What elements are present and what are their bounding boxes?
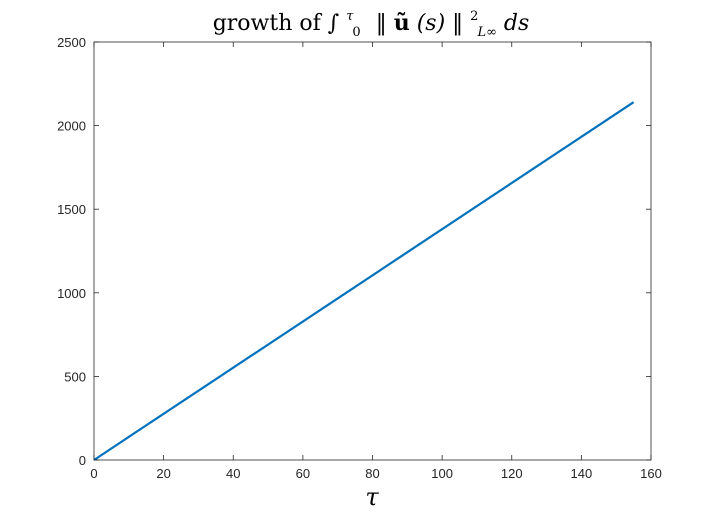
x-tick-label: 80: [365, 466, 379, 481]
title-vector: ũ: [394, 10, 410, 36]
y-tick-label: 1000: [57, 286, 86, 301]
series-layer: [93, 101, 635, 461]
title-integral: ∫: [328, 11, 340, 36]
x-tick-label: 60: [296, 466, 310, 481]
y-tick-label: 2000: [57, 119, 86, 134]
title-upper-limit: τ: [346, 9, 354, 24]
x-tick-label: 160: [640, 466, 662, 481]
y-tick-label: 500: [64, 369, 86, 384]
y-tick-label: 2500: [57, 35, 86, 50]
plot-area-frame: [93, 41, 652, 461]
x-tick-label: 100: [431, 466, 453, 481]
y-axis-ticks: 0 500 1000 1500 2000 2500: [57, 35, 651, 468]
title-prefix: growth of: [213, 11, 328, 36]
chart-title: growth of ∫ τ 0 ‖ ũ (s) ‖ 2 L∞ ds: [213, 1, 530, 42]
series-line: [93, 101, 635, 461]
title-arg: (s): [417, 11, 445, 36]
x-tick-label: 120: [501, 466, 523, 481]
title-lower-limit: 0: [352, 25, 360, 40]
x-tick-label: 20: [156, 466, 170, 481]
y-tick-label: 1500: [57, 202, 86, 217]
x-axis-label: τ: [365, 483, 379, 511]
title-differential: ds: [504, 11, 529, 36]
title-norm-space: L∞: [476, 25, 496, 40]
x-tick-label: 40: [226, 466, 240, 481]
title-norm-close: ‖: [452, 11, 463, 36]
title-exponent: 2: [470, 9, 478, 24]
title-norm-open: ‖: [376, 11, 387, 36]
x-tick-label: 140: [571, 466, 593, 481]
x-tick-label: 0: [90, 466, 97, 481]
x-axis-ticks: 0 20 40 60 80 100 120 140 160: [90, 42, 662, 481]
y-tick-label: 0: [79, 453, 86, 468]
